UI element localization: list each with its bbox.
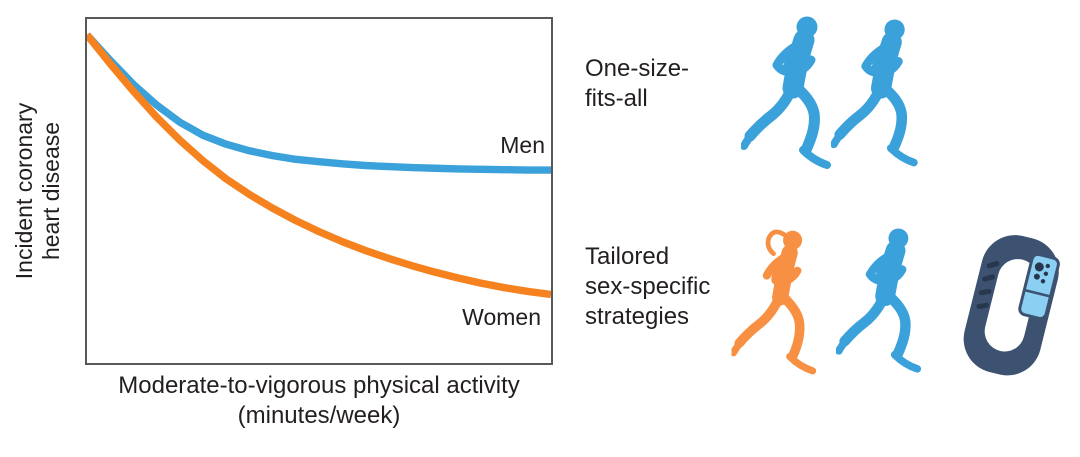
chart-curves xyxy=(87,32,551,299)
men-series-label: Men xyxy=(500,132,545,158)
one-size-label-line1: One-size- xyxy=(585,55,690,82)
curve-men xyxy=(87,32,551,174)
x-axis-label-line2: (minutes/week) xyxy=(237,402,401,429)
male-runner-icon xyxy=(831,15,937,181)
tailored-label-line1: Tailored xyxy=(585,243,670,270)
y-axis-label: Incident coronary heart disease xyxy=(11,17,65,365)
tailored-label-line3: strategies xyxy=(585,303,690,330)
y-axis-label-line2: heart disease xyxy=(38,121,64,261)
x-axis-label: Moderate-to-vigorous physical activity (… xyxy=(85,371,553,431)
fitness-tracker-icon xyxy=(948,227,1072,385)
one-size-fits-all-label: One-size- fits-all xyxy=(585,54,689,114)
tailored-label-line2: sex-specific xyxy=(585,273,711,300)
male-runner-icon xyxy=(836,224,940,387)
plot-area: Men Women xyxy=(85,17,553,365)
women-series-label: Women xyxy=(462,304,541,330)
y-axis-label-line1: Incident coronary xyxy=(11,102,37,280)
one-size-label-line2: fits-all xyxy=(585,85,648,112)
curve-women xyxy=(87,32,551,299)
x-axis-label-line1: Moderate-to-vigorous physical activity xyxy=(118,372,520,399)
female-runner-icon xyxy=(729,225,839,389)
tailored-strategies-label: Tailored sex-specific strategies xyxy=(585,242,710,332)
